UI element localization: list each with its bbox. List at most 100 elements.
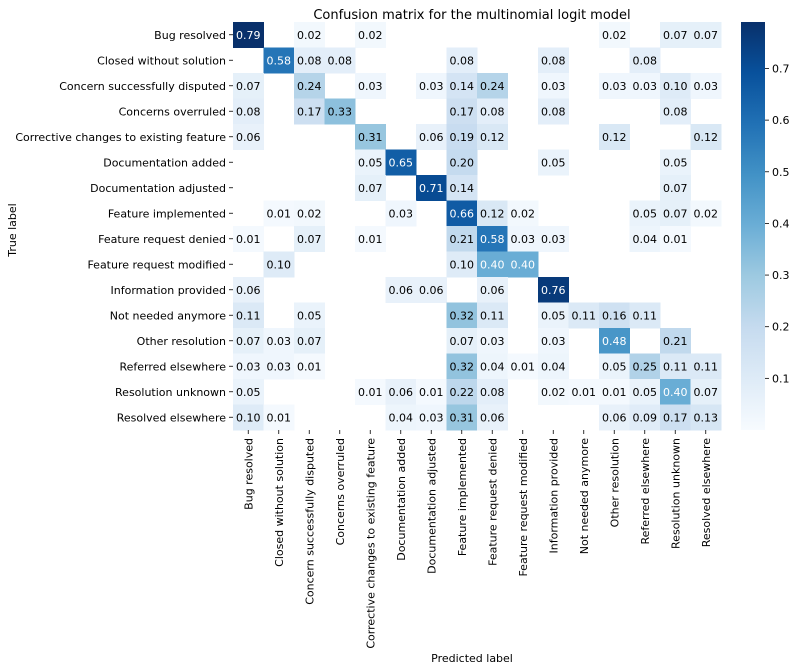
heatmap-cell xyxy=(355,22,386,48)
heatmap-cell xyxy=(294,47,325,74)
x-tick-label: Feature request modified xyxy=(517,438,530,577)
cell-value-label: 0.03 xyxy=(267,335,292,348)
cell-value-label: 0.03 xyxy=(236,360,261,373)
x-tick-label: Concern successfully disputed xyxy=(303,438,316,605)
x-tick-label: Referred elsewhere xyxy=(639,438,652,545)
cell-value-label: 0.11 xyxy=(633,309,658,322)
heatmap-cell xyxy=(477,226,508,252)
heatmap-cell xyxy=(233,353,264,380)
cell-value-label: 0.21 xyxy=(450,233,475,246)
heatmap-cell xyxy=(629,226,661,252)
heatmap-cell xyxy=(294,200,325,227)
x-axis-label: Predicted label xyxy=(431,652,513,665)
cell-value-label: 0.04 xyxy=(480,360,505,373)
cell-value-label: 0.10 xyxy=(450,258,475,271)
cell-value-label: 0.05 xyxy=(541,309,566,322)
cell-value-label: 0.11 xyxy=(694,360,719,373)
cell-value-label: 0.08 xyxy=(541,105,566,118)
cell-value-label: 0.01 xyxy=(663,233,688,246)
heatmap-cell xyxy=(294,22,325,48)
y-tick-label: Feature implemented xyxy=(108,207,226,220)
heatmap-cell xyxy=(233,379,264,405)
cell-value-label: 0.32 xyxy=(450,309,475,322)
heatmap-cell xyxy=(385,277,417,303)
colorbar-tick-label: 0.1 xyxy=(772,372,790,385)
cell-value-label: 0.06 xyxy=(236,131,261,144)
cell-value-label: 0.40 xyxy=(663,386,688,399)
heatmap-cell xyxy=(355,379,386,405)
cell-value-label: 0.01 xyxy=(267,411,292,424)
cell-value-label: 0.03 xyxy=(541,80,566,93)
cell-value-label: 0.65 xyxy=(389,156,414,169)
heatmap-cell xyxy=(477,251,508,278)
heatmap-cell xyxy=(446,175,478,201)
cell-value-label: 0.02 xyxy=(297,29,322,42)
heatmap-cell xyxy=(690,124,722,150)
cell-value-label: 0.08 xyxy=(450,54,475,67)
heatmap-cell xyxy=(233,302,264,329)
cell-value-label: 0.08 xyxy=(480,105,505,118)
cell-value-label: 0.02 xyxy=(297,207,322,220)
heatmap-cell xyxy=(538,73,569,99)
cell-value-label: 0.06 xyxy=(389,386,414,399)
heatmap-cell xyxy=(446,226,478,252)
cell-value-label: 0.25 xyxy=(633,360,658,373)
cell-value-label: 0.14 xyxy=(450,80,475,93)
heatmap-cell xyxy=(355,124,386,150)
cell-value-label: 0.04 xyxy=(389,411,414,424)
x-axis-ticks: Bug resolved Closed without solution Conce… xyxy=(242,430,713,649)
cell-value-label: 0.09 xyxy=(633,411,658,424)
x-tick-label: Bug resolved xyxy=(242,438,255,510)
heatmap-cells xyxy=(233,22,722,431)
y-tick-label: Corrective changes to existing feature xyxy=(15,131,226,144)
cell-value-label: 0.11 xyxy=(663,360,688,373)
x-tick-label: Closed without solution xyxy=(273,438,286,567)
heatmap-cell xyxy=(660,149,691,176)
x-tick-label: Feature implemented xyxy=(456,438,469,556)
heatmap-cell xyxy=(660,22,691,48)
y-tick-label: Bug resolved xyxy=(154,29,226,42)
heatmap-cell xyxy=(294,353,325,380)
heatmap-cell xyxy=(233,73,264,99)
heatmap-cell xyxy=(660,175,691,201)
cell-value-label: 0.12 xyxy=(602,131,627,144)
heatmap-cell xyxy=(477,124,508,150)
heatmap-cell xyxy=(599,404,630,431)
cell-value-label: 0.06 xyxy=(602,411,627,424)
cell-value-label: 0.07 xyxy=(297,335,322,348)
cell-value-label: 0.21 xyxy=(663,335,688,348)
heatmap-cell xyxy=(446,353,478,380)
cell-value-label: 0.10 xyxy=(236,411,261,424)
cell-value-label: 0.20 xyxy=(450,156,475,169)
heatmap-cell xyxy=(690,73,722,99)
heatmap-cell xyxy=(233,277,264,303)
cell-value-label: 0.13 xyxy=(694,411,719,424)
cell-value-label: 0.12 xyxy=(480,207,505,220)
cell-value-label: 0.03 xyxy=(511,233,536,246)
heatmap-cell xyxy=(446,124,478,150)
heatmap-cell xyxy=(477,98,508,125)
cell-value-label: 0.03 xyxy=(633,80,658,93)
heatmap-cell xyxy=(538,328,569,354)
x-tick-label: Information provided xyxy=(547,438,560,553)
heatmap-cell xyxy=(233,404,264,431)
heatmap-cell xyxy=(416,124,447,150)
colorbar-ticks: 0.1 0.2 0.3 0.4 0.5 0.6 0.7 xyxy=(765,62,790,385)
colorbar-tick-label: 0.4 xyxy=(772,217,790,230)
heatmap-cell xyxy=(233,328,264,354)
cell-value-label: 0.17 xyxy=(297,105,322,118)
cell-value-label: 0.32 xyxy=(450,360,475,373)
cell-value-label: 0.19 xyxy=(450,131,475,144)
cell-value-label: 0.12 xyxy=(694,131,719,144)
heatmap-cell xyxy=(416,175,447,201)
cell-value-label: 0.48 xyxy=(602,335,627,348)
heatmap-cell xyxy=(294,302,325,329)
cell-value-label: 0.03 xyxy=(267,360,292,373)
cell-value-label: 0.11 xyxy=(480,309,505,322)
heatmap-cell xyxy=(385,200,417,227)
heatmap-cell xyxy=(629,47,661,74)
heatmap-cell xyxy=(629,200,661,227)
heatmap-cell xyxy=(660,226,691,252)
colorbar: 0.1 0.2 0.3 0.4 0.5 0.6 0.7 xyxy=(741,22,790,430)
cell-value-label: 0.01 xyxy=(419,386,444,399)
